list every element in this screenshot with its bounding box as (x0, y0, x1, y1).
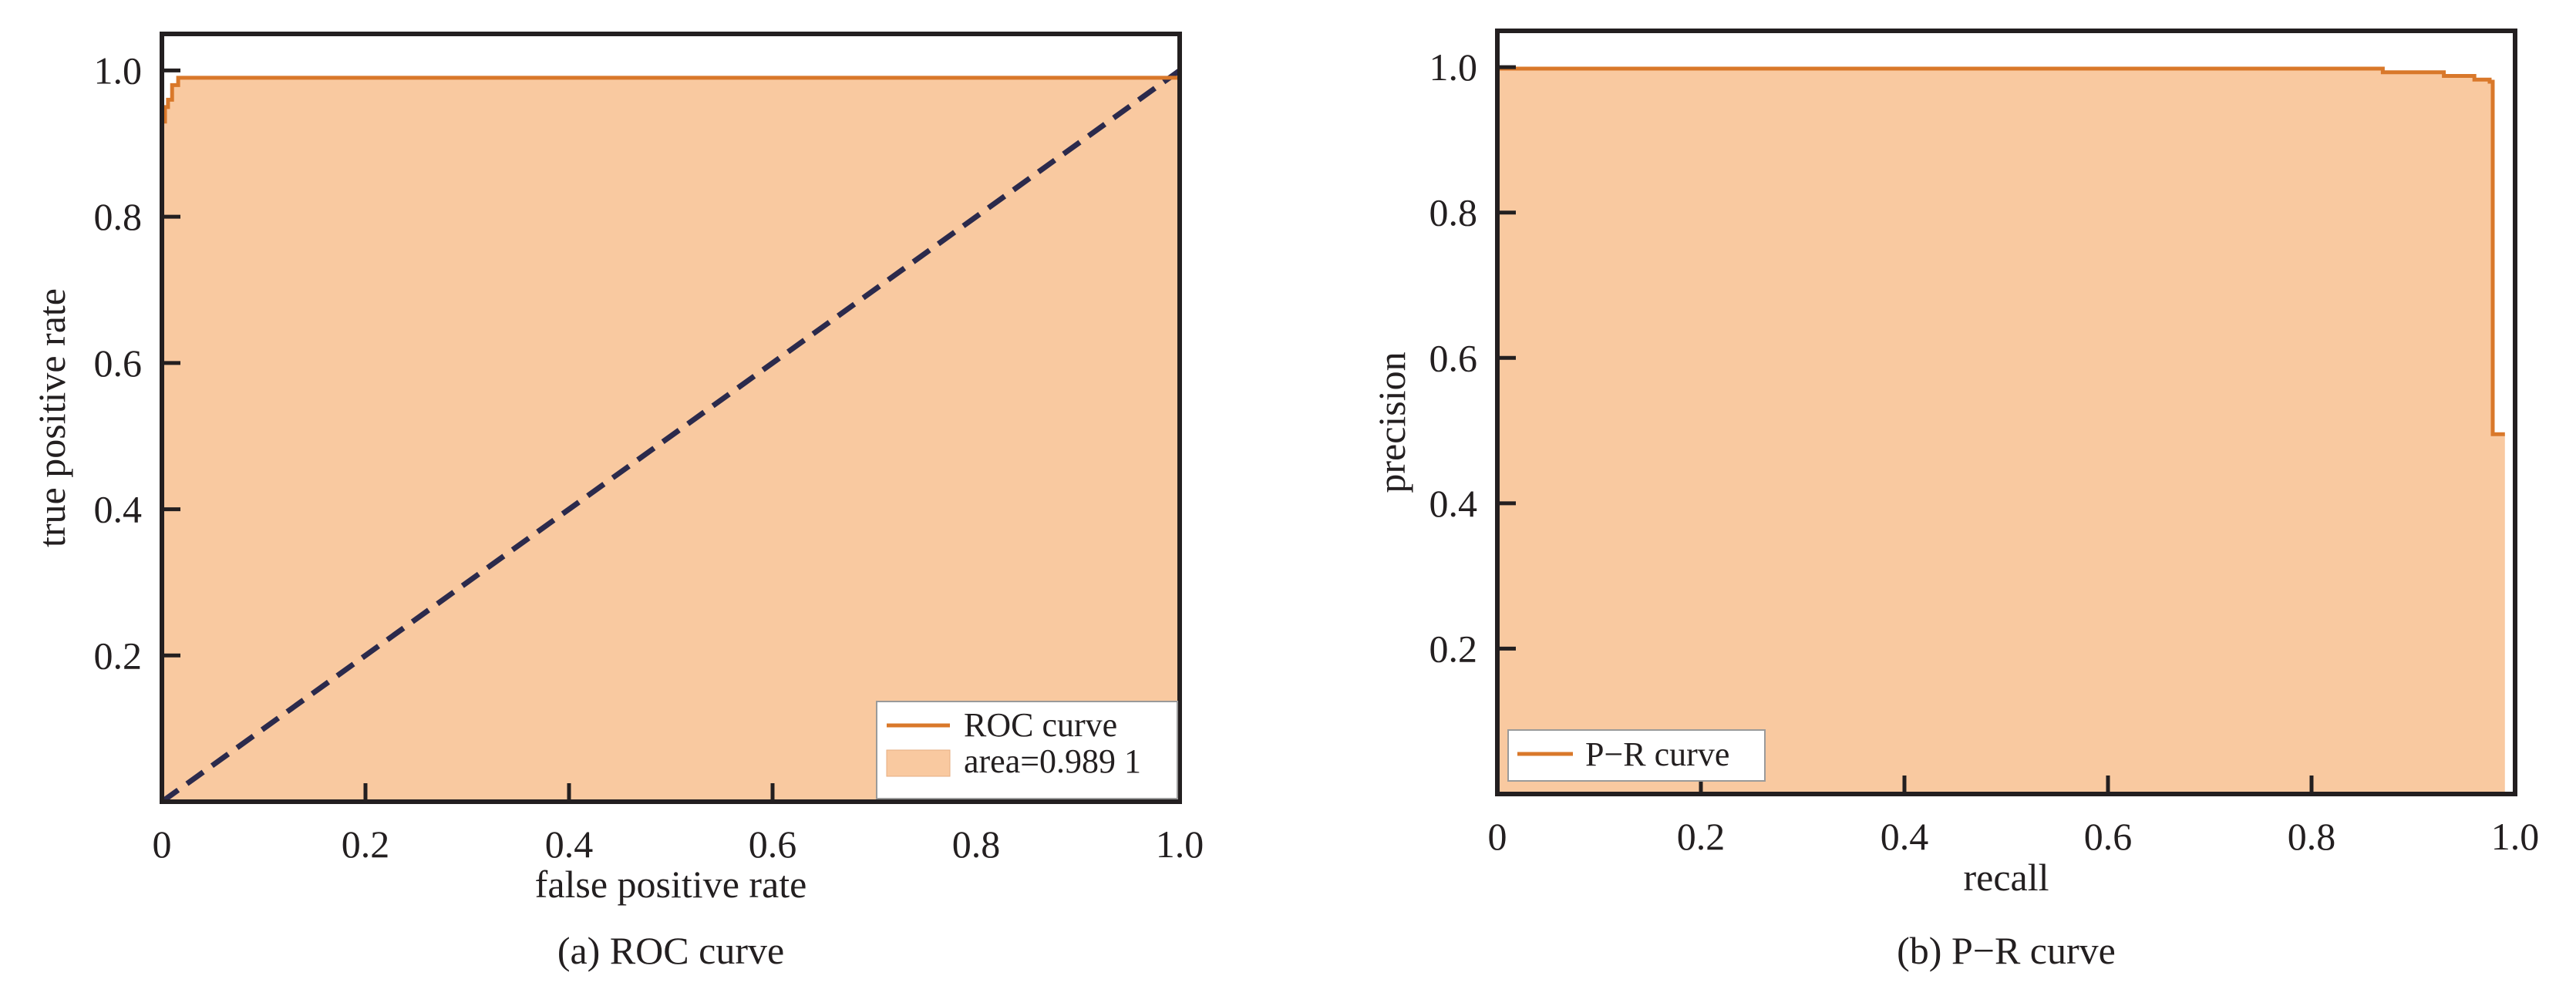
pr-y-tick-label: 0.4 (1429, 482, 1478, 525)
roc-x-tick-label: 0.2 (342, 823, 390, 866)
pr-y-tick-label: 0.8 (1429, 191, 1478, 234)
roc-axes-frame (160, 32, 1182, 804)
pr-legend-label-line: P−R curve (1585, 735, 1729, 773)
roc-legend: ROC curve area=0.989 1 (876, 701, 1178, 799)
pr-x-tick-label: 0.6 (2084, 815, 2133, 858)
roc-diagonal-reference-line (160, 68, 1182, 804)
pr-y-ticks: 0.2 0.4 0.6 0.8 1.0 (1429, 45, 1516, 670)
pr-y-tick-label: 0.2 (1429, 627, 1478, 670)
pr-panel: 0 0.2 0.4 0.6 0.8 1.0 0.20.40.60.81.0 recall … (1370, 29, 2540, 972)
pr-x-tick-label: 1.0 (2491, 815, 2540, 858)
roc-y-tick-label: 0.4 (94, 488, 143, 531)
roc-x-tick-label: 1.0 (1156, 823, 1204, 866)
pr-y-tick-label: 0.6 (1429, 336, 1478, 379)
pr-x-tick-label: 0.8 (2288, 815, 2336, 858)
pr-y-axis-label: precision (1370, 352, 1413, 493)
pr-x-tick-label: 0.2 (1677, 815, 1726, 858)
pr-x-axis-label: recall (1963, 856, 2049, 899)
roc-y-tick-label: 0.8 (94, 195, 143, 238)
roc-y-tick-label: 1.0 (94, 49, 143, 92)
roc-caption: (a) ROC curve (557, 929, 784, 972)
roc-x-tick-label: 0 (153, 823, 172, 866)
pr-caption: (b) P−R curve (1897, 929, 2116, 972)
roc-legend-area-swatch (886, 749, 951, 777)
pr-legend: P−R curve (1507, 729, 1766, 782)
roc-x-ticks: 0 0.2 0.4 0.6 0.8 1.0 (153, 783, 1204, 866)
pr-x-tick-label: 0 (1488, 815, 1507, 858)
roc-y-tick-label: 0.2 (94, 634, 143, 677)
pr-x-ticks: 0 0.2 0.4 0.6 0.8 1.0 (1488, 776, 2540, 858)
roc-x-tick-label: 0.8 (952, 823, 1001, 866)
pr-area-fill (1497, 69, 2505, 794)
roc-legend-label-line: ROC curve (964, 706, 1117, 744)
pr-x-tick-label: 0.4 (1881, 815, 1929, 858)
roc-y-tick-label: 0.6 (94, 342, 143, 385)
roc-x-tick-label: 0.6 (749, 823, 797, 866)
pr-plot-area (1497, 66, 2505, 794)
roc-legend-label-area: area=0.989 1 (964, 742, 1141, 780)
pr-axes-frame (1495, 29, 2517, 796)
roc-x-tick-label: 0.4 (545, 823, 594, 866)
roc-y-ticks: 0.2 0.4 0.6 0.8 1.0 (94, 49, 180, 677)
pr-y-tick-label: 1.0 (1429, 45, 1478, 89)
roc-y-axis-label: true positive rate (30, 288, 73, 547)
roc-plot-area (160, 68, 1182, 804)
roc-panel: 0 0.2 0.4 0.6 0.8 1.0 0.2 0.4 0.6 0.8 1.0 false p… (30, 32, 1204, 972)
pr-curve-line (1497, 66, 2505, 436)
roc-x-axis-label: false positive rate (535, 863, 807, 906)
